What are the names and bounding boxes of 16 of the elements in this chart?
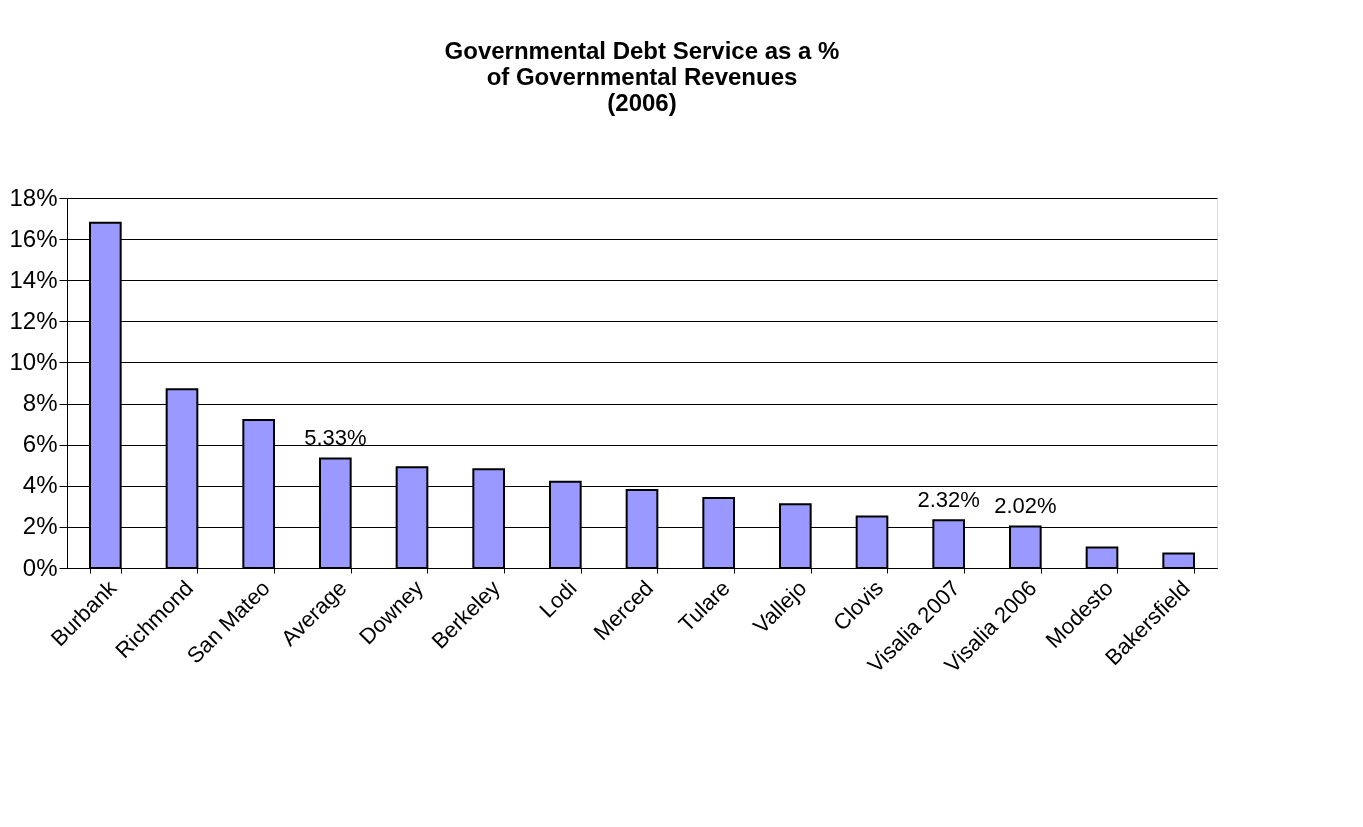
text: Governmental Debt Service as a % bbox=[444, 37, 840, 64]
y-tick-label: 18% bbox=[9, 183, 58, 211]
y-tick-label: 8% bbox=[22, 389, 58, 417]
y-tick-label: 16% bbox=[9, 224, 58, 252]
y-tick-label: 0% bbox=[22, 553, 58, 581]
data-label: 5.33% bbox=[304, 425, 367, 451]
data-label: 2.02% bbox=[994, 493, 1057, 519]
y-tick-label: 2% bbox=[22, 512, 58, 540]
text: (2006) bbox=[607, 89, 677, 116]
data-label: 2.32% bbox=[917, 487, 980, 513]
y-tick-label: 6% bbox=[22, 430, 58, 458]
text: of Governmental Revenues bbox=[486, 63, 798, 90]
y-tick-label: 12% bbox=[9, 306, 58, 334]
y-tick-label: 10% bbox=[9, 347, 58, 375]
y-tick-label: 14% bbox=[9, 265, 58, 293]
y-tick-label: 4% bbox=[22, 471, 58, 499]
